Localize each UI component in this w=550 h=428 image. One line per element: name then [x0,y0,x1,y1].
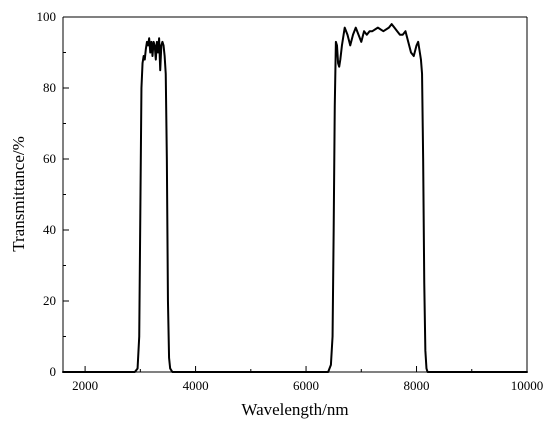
x-tick-label: 2000 [72,378,98,393]
y-tick-label: 60 [43,151,56,166]
y-axis-title: Transmittance/% [9,136,28,252]
y-tick-label: 0 [50,364,57,379]
y-tick-label: 80 [43,80,56,95]
tick-labels: 2000 4000 6000 8000 10000 0 20 40 60 80 100 [37,9,544,393]
y-tick-label: 40 [43,222,56,237]
x-axis-title: Wavelength/nm [241,400,348,419]
y-tick-label: 20 [43,293,56,308]
plot-frame [62,16,528,373]
axis-ticks [63,16,528,373]
y-tick-label: 100 [37,9,57,24]
x-tick-label: 8000 [404,378,430,393]
x-tick-label: 6000 [293,378,319,393]
transmittance-series-line [62,23,528,373]
x-tick-label: 10000 [511,378,544,393]
x-tick-label: 4000 [183,378,209,393]
